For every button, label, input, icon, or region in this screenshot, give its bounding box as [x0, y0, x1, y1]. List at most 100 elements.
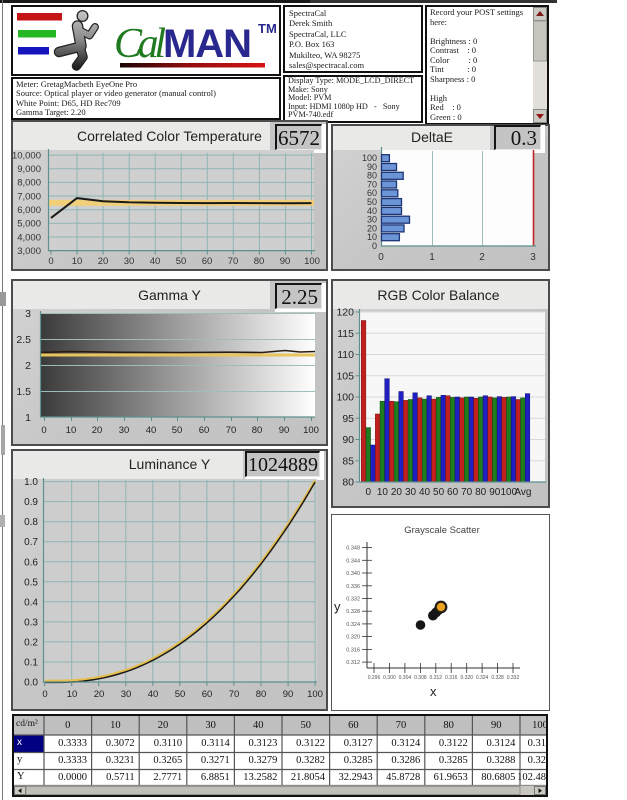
svg-text:40: 40: [146, 425, 157, 436]
svg-text:0.316: 0.316: [346, 647, 360, 653]
svg-text:70: 70: [461, 487, 473, 498]
svg-text:40: 40: [367, 206, 377, 216]
svg-text:0.4: 0.4: [24, 597, 38, 608]
svg-text:95: 95: [342, 413, 354, 425]
svg-text:7,000: 7,000: [17, 191, 41, 202]
svg-text:0.308: 0.308: [414, 675, 427, 681]
svg-text:80: 80: [342, 477, 354, 489]
svg-text:60: 60: [202, 256, 213, 267]
svg-text:2.5: 2.5: [16, 334, 31, 346]
svg-text:115: 115: [337, 328, 354, 340]
svg-text:10,000: 10,000: [12, 150, 41, 161]
svg-text:TM: TM: [258, 21, 277, 36]
svg-text:0.324: 0.324: [476, 675, 489, 681]
svg-text:MAN: MAN: [163, 22, 252, 66]
svg-text:90: 90: [280, 256, 291, 267]
svg-text:0.0: 0.0: [24, 678, 38, 689]
svg-text:Grayscale Scatter: Grayscale Scatter: [404, 525, 480, 536]
svg-text:40: 40: [148, 689, 159, 700]
svg-text:90: 90: [283, 689, 294, 700]
svg-text:0: 0: [378, 252, 384, 263]
svg-text:0.320: 0.320: [346, 635, 360, 641]
svg-text:0.312: 0.312: [430, 675, 443, 681]
svg-text:80: 80: [256, 689, 267, 700]
svg-text:90: 90: [342, 434, 354, 446]
svg-text:20: 20: [367, 223, 377, 233]
svg-text:30: 30: [124, 256, 135, 267]
svg-text:90: 90: [489, 487, 501, 498]
svg-text:100: 100: [307, 689, 323, 700]
svg-text:100: 100: [500, 487, 517, 498]
svg-text:0: 0: [48, 256, 53, 267]
svg-text:90: 90: [279, 425, 290, 436]
svg-text:0.348: 0.348: [346, 546, 360, 552]
svg-text:0: 0: [372, 241, 377, 251]
svg-text:0.332: 0.332: [507, 675, 520, 681]
svg-text:60: 60: [202, 689, 213, 700]
svg-text:2: 2: [479, 252, 485, 263]
svg-text:0.5: 0.5: [24, 577, 38, 588]
svg-text:6,000: 6,000: [17, 205, 41, 216]
svg-text:0.344: 0.344: [346, 558, 360, 564]
svg-text:0.2: 0.2: [24, 637, 38, 648]
svg-text:0.296: 0.296: [368, 675, 381, 681]
svg-text:50: 50: [175, 689, 186, 700]
svg-text:0.328: 0.328: [346, 609, 360, 615]
svg-text:105: 105: [336, 370, 354, 382]
svg-text:1.5: 1.5: [16, 386, 31, 398]
svg-text:10: 10: [66, 425, 77, 436]
svg-text:100: 100: [362, 153, 377, 163]
svg-text:70: 70: [367, 179, 377, 189]
svg-text:0.336: 0.336: [346, 584, 360, 590]
svg-text:0.324: 0.324: [346, 622, 360, 628]
svg-text:80: 80: [367, 171, 377, 181]
svg-text:50: 50: [367, 197, 377, 207]
svg-text:10: 10: [367, 232, 377, 242]
svg-text:0.332: 0.332: [346, 597, 360, 603]
svg-text:60: 60: [367, 188, 377, 198]
svg-text:3: 3: [25, 308, 31, 320]
svg-text:0.1: 0.1: [24, 658, 38, 669]
svg-text:70: 70: [228, 256, 239, 267]
svg-text:100: 100: [303, 425, 319, 436]
svg-text:90: 90: [367, 162, 377, 172]
svg-text:4,000: 4,000: [17, 232, 41, 243]
svg-text:20: 20: [391, 487, 403, 498]
svg-text:0: 0: [366, 487, 372, 498]
svg-text:0.320: 0.320: [460, 675, 473, 681]
svg-text:1: 1: [429, 252, 435, 263]
svg-text:30: 30: [405, 487, 417, 498]
svg-text:0.6: 0.6: [24, 557, 38, 568]
svg-text:80: 80: [254, 256, 265, 267]
svg-text:10: 10: [72, 256, 83, 267]
svg-text:0.300: 0.300: [383, 675, 396, 681]
svg-text:0.3: 0.3: [24, 617, 38, 628]
svg-text:20: 20: [94, 689, 105, 700]
svg-text:85: 85: [342, 455, 354, 467]
svg-text:10: 10: [377, 487, 389, 498]
svg-text:1: 1: [25, 412, 31, 424]
svg-text:50: 50: [172, 425, 183, 436]
svg-text:110: 110: [337, 349, 354, 361]
svg-text:40: 40: [419, 487, 431, 498]
svg-text:Avg: Avg: [514, 487, 531, 498]
svg-text:0: 0: [42, 689, 47, 700]
svg-text:0.9: 0.9: [24, 497, 38, 508]
svg-text:3: 3: [530, 252, 536, 263]
svg-text:30: 30: [367, 215, 377, 225]
svg-text:120: 120: [336, 307, 354, 319]
svg-text:20: 20: [98, 256, 109, 267]
svg-text:60: 60: [199, 425, 210, 436]
svg-text:70: 70: [226, 425, 237, 436]
svg-text:x: x: [430, 684, 437, 699]
svg-text:30: 30: [121, 689, 132, 700]
svg-text:y: y: [334, 599, 341, 614]
svg-text:3,000: 3,000: [17, 246, 41, 257]
svg-text:1.0: 1.0: [24, 477, 38, 488]
svg-text:9,000: 9,000: [17, 164, 41, 175]
svg-text:10: 10: [67, 689, 78, 700]
svg-text:Cal: Cal: [114, 21, 166, 67]
svg-text:30: 30: [119, 425, 130, 436]
svg-text:0.7: 0.7: [24, 537, 38, 548]
svg-text:5,000: 5,000: [17, 219, 41, 230]
